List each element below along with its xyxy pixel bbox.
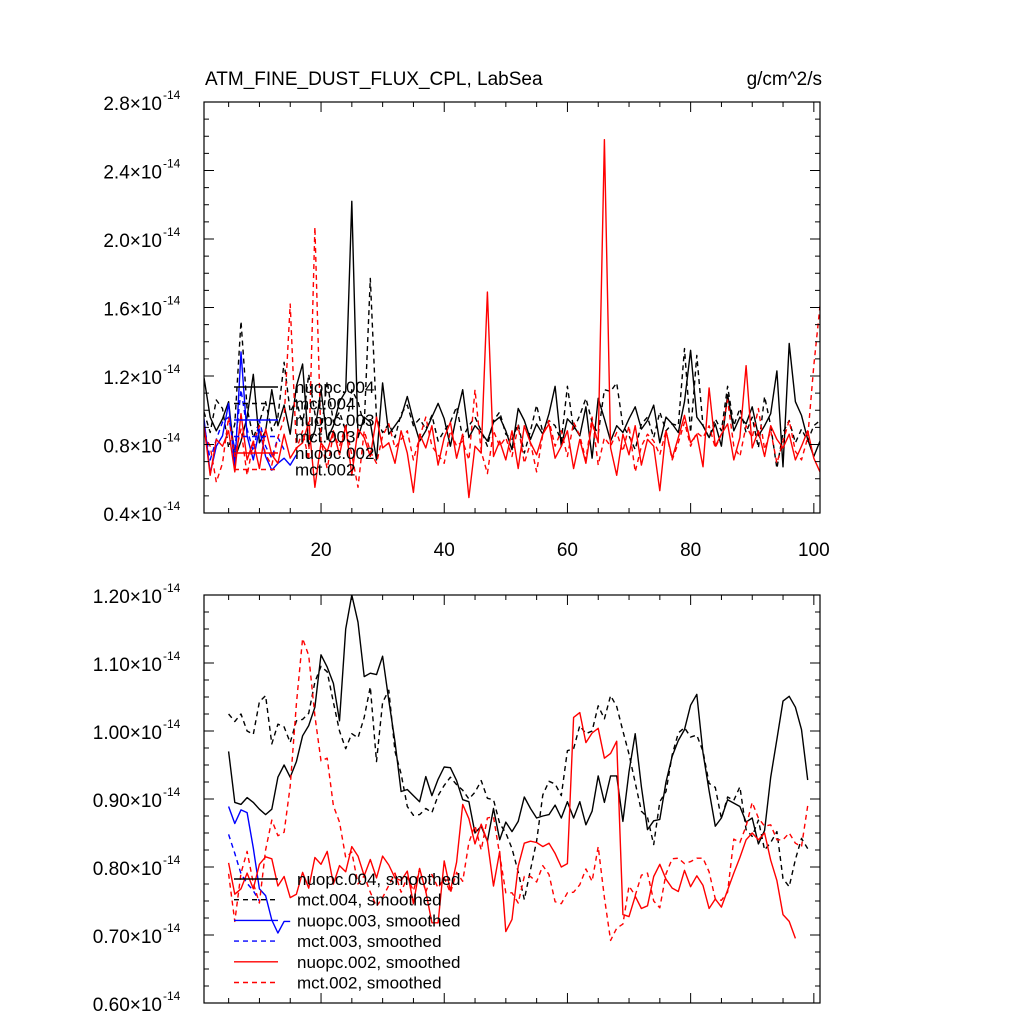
y-tick-label: 2.0×10 xyxy=(103,231,162,252)
legend-label: mct.002, smoothed xyxy=(297,974,442,993)
y-tick-label: 2.4×10 xyxy=(103,163,162,184)
y-tick-label: 0.4×10 xyxy=(103,505,162,526)
series-line-nuopc-004 xyxy=(204,200,820,468)
y-tick-exponent: -14 xyxy=(163,581,181,595)
legend-label: nuopc.003, smoothed xyxy=(297,911,461,930)
y-tick-label: 0.8×10 xyxy=(103,437,162,458)
legend-label: nuopc.002, smoothed xyxy=(297,953,461,972)
y-tick-exponent: -14 xyxy=(163,649,181,663)
top-panel: ATM_FINE_DUST_FLUX_CPL, LabSea g/cm^2/s … xyxy=(103,69,829,561)
legend-label: mct.004, smoothed xyxy=(297,891,442,910)
series-line-mct-004 xyxy=(204,277,820,470)
y-tick-exponent: -14 xyxy=(163,225,181,239)
legend-label: nuopc.003 xyxy=(295,411,374,430)
legend-label: nuopc.004 xyxy=(295,378,374,397)
y-tick-exponent: -14 xyxy=(163,431,181,445)
legend-label: mct.002 xyxy=(295,461,355,480)
y-tick-exponent: -14 xyxy=(163,785,181,799)
x-tick-label: 80 xyxy=(680,540,701,561)
series-line-mct-002 xyxy=(204,226,820,488)
top-legend: nuopc.004mct.004nuopc.003mct.003nuopc.00… xyxy=(234,378,374,480)
x-tick-label: 60 xyxy=(557,540,578,561)
y-tick-label: 1.20×10 xyxy=(93,587,162,608)
y-tick-exponent: -14 xyxy=(163,853,181,867)
legend-label: nuopc.004, smoothed xyxy=(297,870,461,889)
y-tick-exponent: -14 xyxy=(163,499,181,513)
legend-label: mct.003 xyxy=(295,428,355,447)
x-tick-label: 40 xyxy=(434,540,455,561)
y-tick-label: 1.10×10 xyxy=(93,655,162,676)
top-chart-units: g/cm^2/s xyxy=(747,69,822,90)
y-tick-exponent: -14 xyxy=(163,294,181,308)
legend-label: mct.003, smoothed xyxy=(297,932,442,951)
y-tick-exponent: -14 xyxy=(163,362,181,376)
y-tick-label: 0.60×10 xyxy=(93,995,162,1016)
y-tick-exponent: -14 xyxy=(163,88,181,102)
y-tick-exponent: -14 xyxy=(163,157,181,171)
series-line-mct-002-smoothed xyxy=(227,637,809,942)
x-tick-label: 20 xyxy=(310,540,331,561)
legend-label: nuopc.002 xyxy=(295,444,374,463)
y-tick-exponent: -14 xyxy=(163,717,181,731)
y-tick-label: 1.00×10 xyxy=(93,723,162,744)
series-line-mct-003-smoothed xyxy=(227,834,261,902)
series-line-nuopc-004-smoothed xyxy=(227,595,809,845)
bottom-axes: 0.60×10 -140.70×10 -140.80×10 -140.90×10 -14… xyxy=(93,581,821,1016)
y-tick-exponent: -14 xyxy=(163,921,181,935)
y-tick-label: 1.2×10 xyxy=(103,368,162,389)
y-tick-label: 0.70×10 xyxy=(93,927,162,948)
x-tick-label: 100 xyxy=(798,540,830,561)
y-tick-exponent: -14 xyxy=(163,989,181,1003)
y-tick-label: 0.80×10 xyxy=(93,859,162,880)
y-tick-label: 2.8×10 xyxy=(103,94,162,115)
bottom-series-layer xyxy=(227,595,809,942)
top-series-layer xyxy=(204,138,820,499)
y-tick-label: 0.90×10 xyxy=(93,791,162,812)
series-line-nuopc-002-smoothed xyxy=(227,711,797,939)
series-line-nuopc-003-smoothed xyxy=(227,806,291,934)
series-line-nuopc-003 xyxy=(204,351,297,475)
legend-label: mct.004 xyxy=(295,395,355,414)
top-chart-title: ATM_FINE_DUST_FLUX_CPL, LabSea xyxy=(205,69,543,90)
y-tick-label: 1.6×10 xyxy=(103,300,162,321)
series-line-mct-003 xyxy=(204,389,285,461)
